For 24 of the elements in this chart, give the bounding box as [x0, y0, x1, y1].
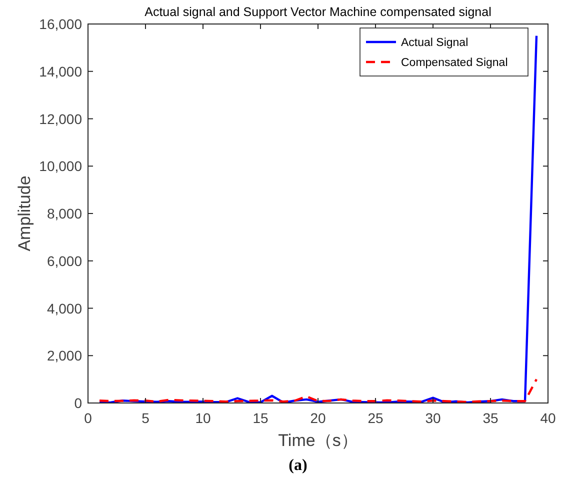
x-tick-label: 0 — [84, 410, 92, 426]
x-axis-title: Time（s） — [278, 431, 358, 450]
y-tick-label: 12,000 — [39, 110, 82, 127]
x-tick-label: 35 — [482, 410, 498, 426]
x-tick-label: 30 — [425, 410, 441, 426]
x-tick-label: 10 — [195, 410, 211, 426]
x-tick-label: 25 — [368, 410, 384, 426]
legend-label: Compensated Signal — [401, 57, 508, 69]
y-tick-label: 4,000 — [46, 300, 82, 316]
y-tick-label: 16,000 — [39, 16, 82, 32]
x-tick-label: 20 — [310, 410, 326, 426]
x-tick-label: 40 — [540, 410, 556, 426]
y-tick-label: 10,000 — [39, 158, 82, 174]
legend-label: Actual Signal — [401, 37, 468, 49]
y-tick-label: 8,000 — [46, 206, 82, 222]
x-tick-label: 5 — [142, 410, 150, 426]
y-tick-label: 2,000 — [46, 348, 82, 364]
chart-title: Actual signal and Support Vector Machine compensated signal — [144, 5, 492, 19]
text: (a) — [288, 457, 308, 474]
y-tick-label: 0 — [74, 395, 82, 411]
y-tick-label: 14,000 — [39, 63, 82, 80]
y-tick-label: 6,000 — [46, 252, 82, 269]
x-tick-label: 15 — [252, 410, 268, 426]
y-axis-title: Amplitude — [15, 176, 34, 252]
